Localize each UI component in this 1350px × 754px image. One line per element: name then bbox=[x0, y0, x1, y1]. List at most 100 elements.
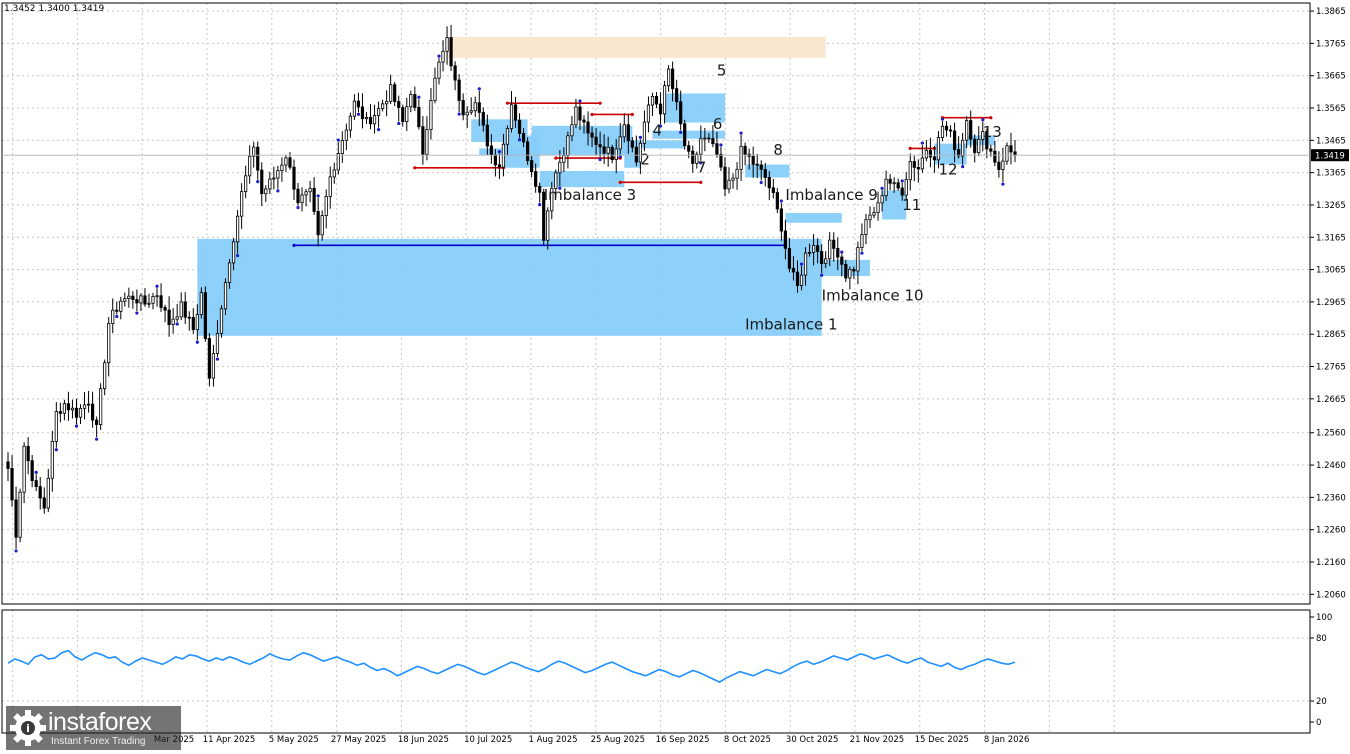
fractal-marker bbox=[256, 180, 260, 184]
svg-text:i: i bbox=[26, 722, 30, 735]
time-tick-label: 8 Oct 2025 bbox=[724, 735, 771, 745]
candle-body bbox=[916, 166, 920, 170]
indicator-tick-label: 0 bbox=[1316, 718, 1321, 728]
price-tick-label: 1.3465 bbox=[1316, 136, 1346, 146]
candle-body bbox=[957, 149, 961, 157]
candle-body bbox=[505, 128, 510, 145]
candle-body bbox=[824, 258, 828, 264]
zone-label: 2 bbox=[640, 151, 650, 169]
fractal-marker bbox=[215, 357, 220, 361]
fractal-marker bbox=[1001, 182, 1005, 186]
candle-body bbox=[634, 146, 638, 163]
candle-body bbox=[30, 460, 34, 481]
candle-body bbox=[719, 153, 723, 168]
candle-body bbox=[328, 176, 332, 197]
fractal-marker bbox=[296, 206, 300, 210]
candle-body bbox=[393, 84, 397, 102]
price-tick-label: 1.2260 bbox=[1316, 526, 1346, 536]
candle-body bbox=[260, 169, 264, 195]
candle-body bbox=[10, 467, 14, 501]
level-line-endpoint bbox=[505, 101, 510, 105]
fractal-marker bbox=[115, 314, 119, 319]
candle-body bbox=[856, 247, 860, 272]
candle-body bbox=[566, 135, 570, 156]
price-tick-label: 1.2060 bbox=[1316, 590, 1346, 600]
candle-body bbox=[626, 124, 630, 142]
candle-body bbox=[54, 411, 58, 442]
candle-body bbox=[219, 308, 224, 334]
candle-body bbox=[807, 251, 812, 254]
candle-body bbox=[453, 65, 457, 81]
fractal-marker bbox=[719, 143, 723, 147]
candle-body bbox=[675, 88, 679, 103]
candle-body bbox=[320, 215, 324, 236]
level-line-endpoint bbox=[598, 101, 602, 105]
fractal-marker bbox=[356, 112, 361, 116]
candle-body bbox=[493, 154, 497, 166]
fractal-marker bbox=[658, 124, 663, 128]
imbalance-zones bbox=[197, 36, 995, 336]
candle-body bbox=[203, 292, 207, 339]
candle-body bbox=[340, 139, 344, 155]
candle-body bbox=[227, 262, 232, 283]
price-tick-label: 1.3265 bbox=[1316, 201, 1346, 211]
candle-body bbox=[936, 137, 941, 161]
candle-body bbox=[562, 155, 566, 163]
candle-body bbox=[147, 302, 151, 305]
candle-body bbox=[602, 146, 606, 154]
candle-body bbox=[610, 146, 614, 160]
candle-body bbox=[509, 104, 514, 129]
candle-body bbox=[417, 106, 421, 128]
candle-body bbox=[763, 169, 767, 178]
candle-body bbox=[989, 148, 993, 152]
candle-body bbox=[550, 187, 554, 212]
candle-body bbox=[832, 239, 836, 249]
candle-body bbox=[812, 245, 816, 253]
candle-body bbox=[783, 230, 788, 249]
logo-tagline: Instant Forex Trading bbox=[51, 736, 146, 747]
candle-body bbox=[99, 388, 103, 425]
price-tick-label: 1.3865 bbox=[1316, 7, 1346, 17]
candle-body bbox=[175, 316, 179, 320]
price-tick-label: 1.2360 bbox=[1316, 493, 1346, 503]
candle-body bbox=[215, 333, 220, 354]
candle-body bbox=[26, 445, 30, 462]
zone-label: Imbalance 1 bbox=[745, 315, 837, 333]
price-tick-label: 1.3565 bbox=[1316, 104, 1346, 114]
candles bbox=[6, 24, 1017, 553]
zone-label: Imbalance 3 bbox=[544, 186, 636, 204]
fractal-marker bbox=[598, 157, 602, 162]
candle-body bbox=[521, 133, 526, 143]
candle-body bbox=[658, 103, 663, 115]
fractal-marker bbox=[981, 118, 985, 122]
level-line-endpoint bbox=[590, 112, 594, 117]
candle-body bbox=[78, 407, 83, 418]
indicator-line bbox=[7, 649, 1016, 684]
candle-body bbox=[944, 125, 949, 131]
candle-body bbox=[304, 191, 308, 196]
candle-body bbox=[864, 219, 868, 236]
candle-body bbox=[107, 323, 111, 364]
candle-body bbox=[489, 145, 493, 156]
candle-body bbox=[554, 172, 558, 189]
price-tick-label: 1.3065 bbox=[1316, 266, 1346, 276]
candle-body bbox=[405, 106, 409, 122]
candle-body bbox=[191, 317, 195, 331]
candle-body bbox=[594, 136, 598, 145]
zone-label: 8 bbox=[773, 141, 783, 159]
candle-body bbox=[715, 143, 719, 155]
candle-body bbox=[977, 138, 981, 154]
candle-body bbox=[816, 245, 820, 252]
candle-body bbox=[666, 68, 671, 87]
candle-body bbox=[461, 100, 465, 116]
candle-body bbox=[38, 486, 42, 499]
candle-body bbox=[787, 248, 792, 269]
zone-label: 11 bbox=[902, 196, 921, 214]
candle-body bbox=[828, 239, 832, 260]
candle-body bbox=[360, 106, 365, 120]
fractal-marker bbox=[135, 311, 139, 315]
fractal-marker bbox=[276, 189, 280, 193]
candle-body bbox=[961, 139, 965, 157]
candle-body bbox=[582, 119, 586, 123]
